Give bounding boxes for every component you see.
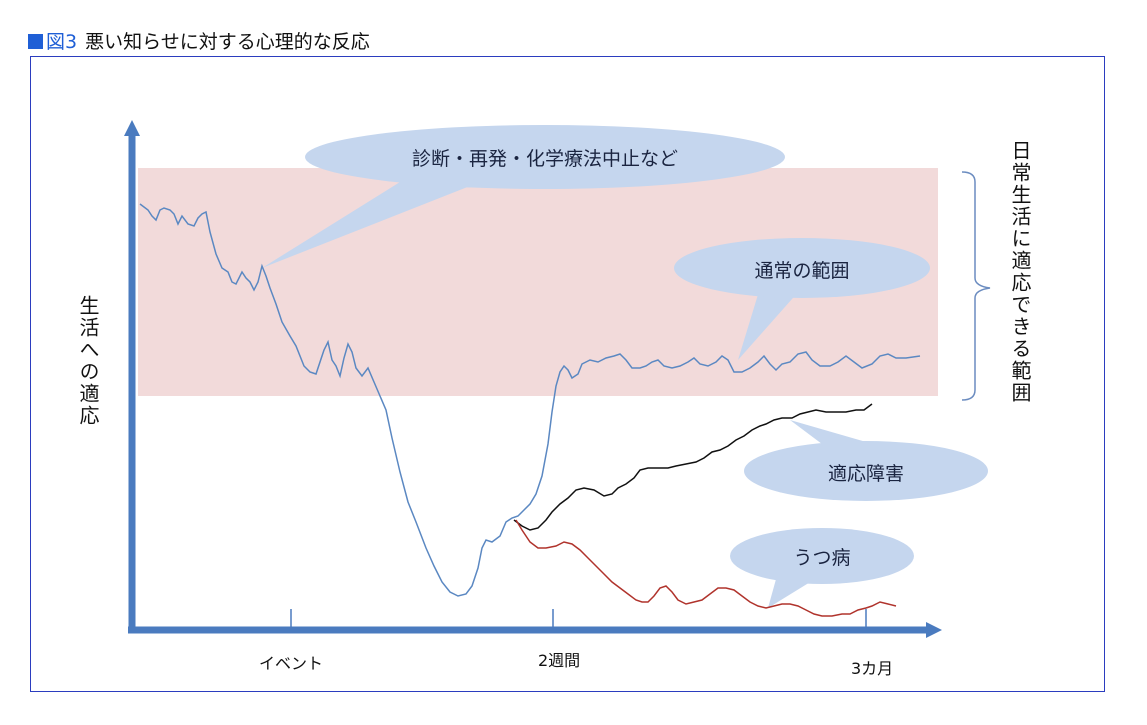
callout-depression bbox=[730, 528, 914, 608]
figure-frame bbox=[30, 56, 1105, 692]
x-tick-2weeks: 2週間 bbox=[538, 651, 581, 670]
callout-depression-text: うつ病 bbox=[793, 547, 851, 569]
title-square-icon bbox=[28, 34, 43, 49]
figure-title: 図3 悪い知らせに対する心理的な反応 bbox=[28, 30, 370, 54]
normal-range-label: 日常生活に適応できる範囲 bbox=[1008, 140, 1032, 404]
callout-normal-text: 通常の範囲 bbox=[754, 260, 850, 282]
y-axis-label: 生活への適応 bbox=[76, 295, 100, 427]
callout-normal bbox=[674, 238, 930, 360]
x-tick-event: イベント bbox=[259, 654, 324, 673]
callout-event-text: 診断・再発・化学療法中止など bbox=[411, 148, 679, 170]
depression-curve bbox=[515, 519, 897, 617]
figure-title-text: 悪い知らせに対する心理的な反応 bbox=[85, 31, 370, 53]
adjustment-disorder-curve bbox=[513, 403, 873, 531]
x-tick-3months: 3カ月 bbox=[851, 659, 894, 678]
y-axis-arrow-icon bbox=[124, 120, 140, 136]
callout-adjustment-text: 適応障害 bbox=[827, 463, 905, 485]
callout-adjustment bbox=[744, 420, 988, 501]
figure-number: 図3 bbox=[46, 31, 78, 53]
normal-reaction-curve bbox=[139, 203, 921, 597]
callout-event bbox=[262, 125, 785, 268]
x-axis-arrow-icon bbox=[926, 622, 942, 638]
range-bracket bbox=[961, 171, 991, 401]
